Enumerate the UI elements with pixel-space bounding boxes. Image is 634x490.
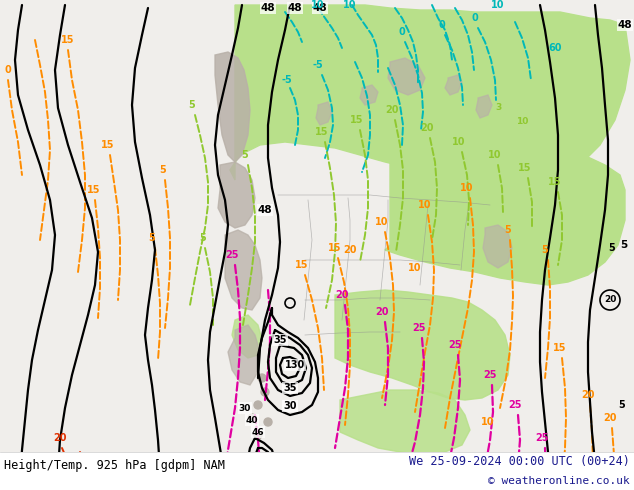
- Polygon shape: [388, 58, 425, 95]
- Text: 15: 15: [548, 177, 562, 187]
- Circle shape: [254, 431, 262, 439]
- Text: 25: 25: [483, 370, 497, 380]
- Text: 10: 10: [488, 150, 501, 160]
- Text: 10: 10: [491, 0, 505, 10]
- Text: 3: 3: [495, 103, 501, 113]
- Text: 5: 5: [242, 150, 249, 160]
- Text: -5: -5: [313, 60, 323, 70]
- Polygon shape: [218, 162, 255, 228]
- Text: 5: 5: [148, 233, 155, 243]
- Text: 15: 15: [295, 260, 309, 270]
- Text: 20: 20: [216, 465, 229, 475]
- Polygon shape: [230, 5, 630, 180]
- Text: © weatheronline.co.uk: © weatheronline.co.uk: [488, 475, 630, 486]
- Circle shape: [261, 388, 269, 396]
- Text: We 25-09-2024 00:00 UTC (00+24): We 25-09-2024 00:00 UTC (00+24): [409, 455, 630, 468]
- Text: 10: 10: [452, 137, 466, 147]
- Polygon shape: [316, 102, 332, 125]
- Text: 25: 25: [448, 340, 462, 350]
- Polygon shape: [445, 75, 462, 95]
- Bar: [0, 452, 634, 490]
- Text: 35: 35: [273, 335, 287, 345]
- Text: 5: 5: [609, 243, 616, 253]
- Polygon shape: [215, 52, 250, 162]
- Text: 10: 10: [418, 200, 432, 210]
- Polygon shape: [483, 225, 512, 268]
- Text: 20: 20: [603, 413, 617, 423]
- Text: 10: 10: [408, 263, 422, 273]
- Polygon shape: [360, 85, 378, 105]
- Text: 15: 15: [518, 163, 532, 173]
- Text: 30: 30: [283, 401, 297, 411]
- Text: 25: 25: [508, 400, 522, 410]
- Text: 20: 20: [335, 290, 349, 300]
- Polygon shape: [335, 290, 510, 400]
- Text: 25: 25: [225, 250, 239, 260]
- Text: 48: 48: [288, 3, 302, 13]
- Text: 15: 15: [553, 343, 567, 353]
- Text: 10: 10: [311, 0, 325, 10]
- Text: 15: 15: [350, 115, 364, 125]
- Text: 15: 15: [315, 127, 329, 137]
- Circle shape: [254, 401, 262, 409]
- Text: 25: 25: [412, 323, 426, 333]
- Text: 15: 15: [328, 243, 342, 253]
- Text: 15: 15: [101, 140, 115, 150]
- Text: 25: 25: [535, 433, 549, 443]
- Text: 20: 20: [53, 433, 67, 443]
- Text: 10: 10: [481, 417, 495, 427]
- Polygon shape: [476, 95, 492, 118]
- Polygon shape: [385, 145, 625, 285]
- Text: 48: 48: [618, 20, 632, 30]
- Circle shape: [264, 418, 272, 426]
- Circle shape: [248, 414, 256, 422]
- Text: 20: 20: [604, 295, 616, 304]
- Text: 60: 60: [548, 43, 562, 53]
- Text: 48: 48: [261, 3, 275, 13]
- Text: 5: 5: [160, 165, 166, 175]
- Text: 0: 0: [472, 13, 479, 23]
- Text: 20: 20: [375, 307, 389, 317]
- Text: 0: 0: [439, 20, 445, 30]
- Polygon shape: [225, 230, 262, 310]
- Circle shape: [258, 374, 266, 382]
- Text: 30: 30: [239, 403, 251, 413]
- Text: 20: 20: [343, 245, 357, 255]
- Text: 40: 40: [246, 416, 258, 424]
- Text: 10: 10: [460, 183, 474, 193]
- Text: Height/Temp. 925 hPa [gdpm] NAM: Height/Temp. 925 hPa [gdpm] NAM: [4, 459, 225, 472]
- Text: 20: 20: [385, 105, 399, 115]
- Text: 5: 5: [505, 225, 512, 235]
- Text: 15: 15: [61, 35, 75, 45]
- Text: 15: 15: [87, 185, 101, 195]
- Polygon shape: [340, 390, 470, 455]
- Text: 46: 46: [252, 427, 264, 437]
- Text: -5: -5: [281, 75, 292, 85]
- Text: 0: 0: [399, 27, 405, 37]
- Text: 48: 48: [313, 3, 327, 13]
- Text: 10: 10: [343, 0, 357, 10]
- Text: 0: 0: [4, 65, 11, 75]
- Text: 10: 10: [516, 118, 528, 126]
- Text: 10: 10: [375, 217, 389, 227]
- Text: 20: 20: [581, 390, 595, 400]
- Polygon shape: [228, 325, 260, 385]
- Text: 5: 5: [621, 240, 628, 250]
- Text: 20: 20: [420, 123, 434, 133]
- Text: 5: 5: [619, 400, 625, 410]
- Polygon shape: [232, 315, 262, 358]
- Text: 48: 48: [257, 205, 273, 215]
- Text: 130: 130: [285, 360, 305, 370]
- Text: 5: 5: [189, 100, 195, 110]
- Text: 35: 35: [283, 383, 297, 393]
- Text: 5: 5: [200, 233, 207, 243]
- Text: 5: 5: [541, 245, 548, 255]
